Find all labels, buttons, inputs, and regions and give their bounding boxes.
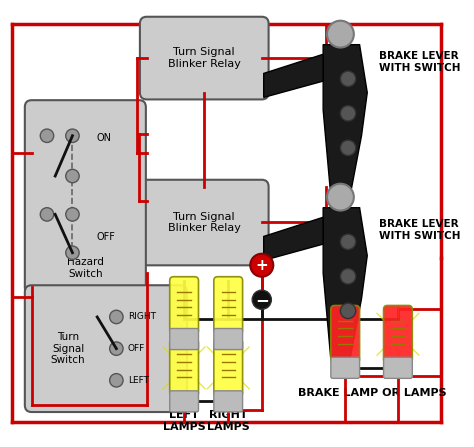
Circle shape [40, 208, 54, 221]
Circle shape [109, 342, 123, 355]
Circle shape [109, 310, 123, 324]
Circle shape [66, 129, 79, 143]
FancyBboxPatch shape [170, 277, 199, 334]
FancyBboxPatch shape [170, 339, 199, 396]
Polygon shape [264, 217, 323, 261]
FancyBboxPatch shape [25, 285, 187, 412]
Text: RIGHT: RIGHT [128, 312, 156, 321]
Text: BRAKE LAMP OR LAMPS: BRAKE LAMP OR LAMPS [298, 388, 447, 398]
Text: BRAKE LEVER
WITH SWITCH: BRAKE LEVER WITH SWITCH [379, 219, 460, 240]
FancyBboxPatch shape [214, 391, 243, 412]
FancyBboxPatch shape [170, 391, 199, 412]
Circle shape [340, 71, 356, 86]
Circle shape [40, 129, 54, 143]
FancyBboxPatch shape [170, 329, 199, 350]
Circle shape [327, 21, 354, 47]
Text: LEFT: LEFT [128, 376, 149, 385]
Text: Turn Signal
Blinker Relay: Turn Signal Blinker Relay [168, 212, 241, 233]
Text: LEFT
LAMPS: LEFT LAMPS [163, 410, 206, 432]
Circle shape [252, 290, 272, 309]
FancyBboxPatch shape [331, 357, 360, 378]
Text: ON: ON [96, 133, 111, 143]
Text: Turn Signal
Blinker Relay: Turn Signal Blinker Relay [168, 47, 241, 69]
Text: −: − [255, 291, 269, 309]
Text: +: + [255, 258, 268, 273]
Circle shape [66, 169, 79, 183]
FancyBboxPatch shape [140, 180, 269, 266]
FancyBboxPatch shape [140, 17, 269, 99]
Circle shape [340, 234, 356, 249]
Circle shape [250, 254, 273, 277]
Circle shape [340, 140, 356, 156]
FancyBboxPatch shape [383, 357, 412, 378]
FancyBboxPatch shape [214, 329, 243, 350]
Circle shape [109, 374, 123, 387]
Polygon shape [264, 54, 323, 97]
Polygon shape [323, 208, 367, 359]
FancyBboxPatch shape [214, 277, 243, 334]
Circle shape [340, 303, 356, 319]
Circle shape [66, 208, 79, 221]
Text: Hazard
Switch: Hazard Switch [67, 257, 104, 279]
Text: Turn
Signal
Switch: Turn Signal Switch [51, 332, 85, 365]
FancyBboxPatch shape [25, 100, 146, 294]
Circle shape [340, 105, 356, 121]
Text: RIGHT
LAMPS: RIGHT LAMPS [207, 410, 250, 432]
FancyBboxPatch shape [214, 339, 243, 396]
FancyBboxPatch shape [383, 305, 412, 363]
Text: OFF: OFF [128, 344, 145, 353]
Polygon shape [323, 45, 367, 196]
Text: OFF: OFF [96, 232, 115, 242]
FancyBboxPatch shape [331, 305, 360, 363]
Text: BRAKE LEVER
WITH SWITCH: BRAKE LEVER WITH SWITCH [379, 51, 460, 73]
Circle shape [66, 246, 79, 259]
Circle shape [340, 269, 356, 284]
Circle shape [327, 184, 354, 211]
